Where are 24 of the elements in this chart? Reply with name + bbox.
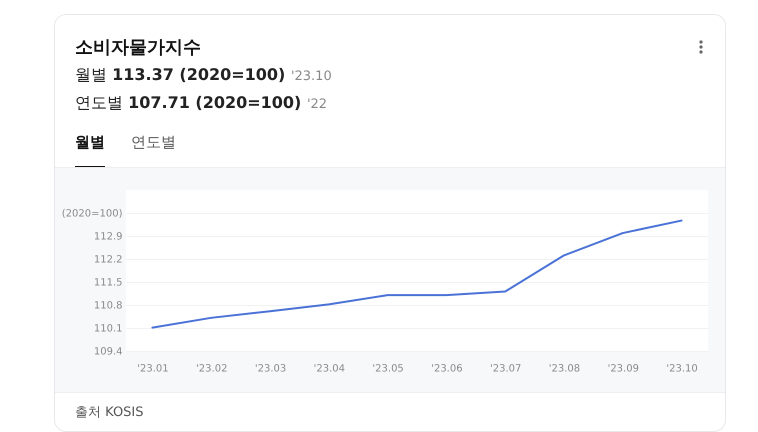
x-tick-label: '23.08 [548, 364, 580, 374]
x-tick-label: '23.01 [137, 364, 169, 374]
x-tick-label: '23.02 [196, 364, 228, 374]
text: 연도별 [131, 133, 176, 152]
y-tick-label: 112.9 [94, 232, 122, 242]
text: 연도별 107.71 (2020=100) '22 [75, 93, 328, 112]
x-tick-label: '23.07 [490, 364, 522, 374]
chart-title: 소비자물가지수 [75, 36, 201, 59]
chart-subtitle: 월별 113.37 (2020=100) '23.10 [75, 65, 332, 84]
x-tick-label: '23.04 [314, 364, 346, 374]
y-tick-label: 111.5 [94, 278, 122, 288]
source-note: 출처 KOSIS [75, 404, 144, 421]
y-tick-label: 112.2 [94, 254, 122, 266]
x-tick-label: '23.09 [608, 364, 639, 374]
y-tick-label: (2020=100) [62, 208, 123, 220]
y-tick-label: 109.4 [94, 346, 122, 358]
x-tick-label: '23.05 [372, 364, 404, 374]
y-tick-label: 110.8 [94, 300, 122, 312]
line-series [151, 220, 683, 329]
y-tick-label: 110.1 [94, 324, 122, 334]
x-tick-label: '23.06 [431, 364, 463, 374]
text: 월별 [75, 133, 105, 168]
x-tick-label: '23.03 [254, 364, 286, 374]
x-tick-label: '23.10 [666, 364, 698, 374]
